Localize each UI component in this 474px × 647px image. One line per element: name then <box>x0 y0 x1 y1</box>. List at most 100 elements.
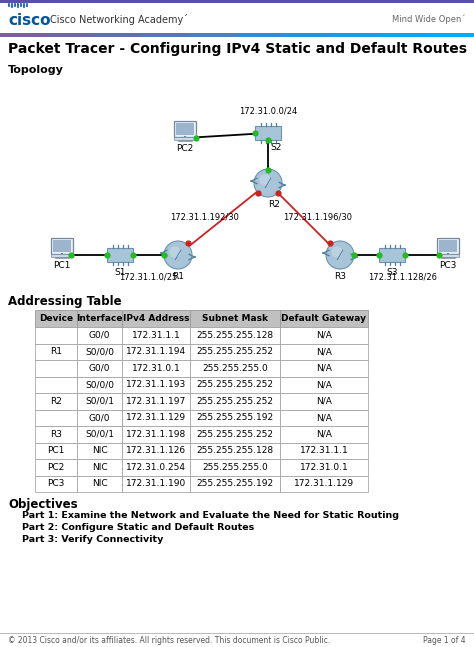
Bar <box>35 393 77 410</box>
Bar <box>122 426 190 443</box>
Text: R1: R1 <box>50 347 62 356</box>
Text: Cisco Networking Academy´: Cisco Networking Academy´ <box>50 14 188 25</box>
Text: PC1: PC1 <box>53 261 71 270</box>
Bar <box>122 410 190 426</box>
Bar <box>77 310 122 327</box>
Bar <box>77 476 122 492</box>
Text: Device: Device <box>39 314 73 323</box>
Bar <box>332 33 380 37</box>
Bar <box>255 126 281 140</box>
Text: 255.255.255.252: 255.255.255.252 <box>197 347 273 356</box>
Text: cisco: cisco <box>8 13 51 28</box>
Text: 172.31.1.198: 172.31.1.198 <box>126 430 186 439</box>
Text: R3: R3 <box>50 430 62 439</box>
Text: IPv4 Address: IPv4 Address <box>123 314 189 323</box>
Bar <box>122 344 190 360</box>
Text: 255.255.255.252: 255.255.255.252 <box>197 380 273 389</box>
Bar <box>437 238 459 254</box>
Bar <box>190 459 280 476</box>
Text: Topology: Topology <box>8 65 64 75</box>
Bar <box>122 476 190 492</box>
Bar <box>77 426 122 443</box>
Bar <box>176 123 194 135</box>
Text: Part 1: Examine the Network and Evaluate the Need for Static Routing: Part 1: Examine the Network and Evaluate… <box>22 511 399 520</box>
Circle shape <box>169 247 181 258</box>
Text: 172.31.1.194: 172.31.1.194 <box>126 347 186 356</box>
Bar <box>190 344 280 360</box>
Bar <box>95 33 143 37</box>
Bar <box>122 360 190 377</box>
Text: N/A: N/A <box>316 397 332 406</box>
Text: NIC: NIC <box>91 446 107 455</box>
Text: Addressing Table: Addressing Table <box>8 295 122 308</box>
Bar <box>77 360 122 377</box>
Bar <box>284 33 333 37</box>
Text: 255.255.255.252: 255.255.255.252 <box>197 397 273 406</box>
Text: 172.31.1.129: 172.31.1.129 <box>126 413 186 422</box>
Bar <box>122 310 190 327</box>
Text: NIC: NIC <box>91 463 107 472</box>
Bar <box>122 377 190 393</box>
Bar <box>190 33 238 37</box>
Text: PC3: PC3 <box>47 479 64 488</box>
Text: 255.255.255.128: 255.255.255.128 <box>196 446 273 455</box>
Bar <box>35 459 77 476</box>
Text: S0/0/0: S0/0/0 <box>85 380 114 389</box>
Text: N/A: N/A <box>316 331 332 340</box>
Bar <box>77 393 122 410</box>
Bar <box>379 248 405 262</box>
Bar <box>237 33 285 37</box>
Bar <box>174 137 196 140</box>
Bar <box>77 459 122 476</box>
Bar <box>190 393 280 410</box>
Text: 172.31.1.1: 172.31.1.1 <box>300 446 348 455</box>
Text: 172.31.1.128/26: 172.31.1.128/26 <box>368 272 438 281</box>
Bar <box>237 33 474 37</box>
Bar <box>0 0 474 3</box>
Text: 255.255.255.192: 255.255.255.192 <box>196 479 273 488</box>
Bar <box>280 310 368 327</box>
Bar <box>280 443 368 459</box>
Circle shape <box>259 175 271 186</box>
Text: G0/0: G0/0 <box>89 364 110 373</box>
Text: Packet Tracer - Configuring IPv4 Static and Default Routes: Packet Tracer - Configuring IPv4 Static … <box>8 42 467 56</box>
Bar <box>379 33 428 37</box>
Text: Default Gateway: Default Gateway <box>282 314 366 323</box>
Text: PC3: PC3 <box>439 261 456 270</box>
Text: 255.255.255.192: 255.255.255.192 <box>196 413 273 422</box>
Text: N/A: N/A <box>316 380 332 389</box>
Circle shape <box>254 169 282 197</box>
Bar <box>280 393 368 410</box>
Text: N/A: N/A <box>316 430 332 439</box>
Text: 172.31.1.129: 172.31.1.129 <box>294 479 354 488</box>
Bar <box>122 393 190 410</box>
Bar <box>190 410 280 426</box>
Text: 255.255.255.128: 255.255.255.128 <box>196 331 273 340</box>
Text: N/A: N/A <box>316 364 332 373</box>
Text: S0/0/1: S0/0/1 <box>85 430 114 439</box>
Bar <box>190 443 280 459</box>
Text: 172.31.1.196/30: 172.31.1.196/30 <box>283 213 353 222</box>
Bar <box>77 410 122 426</box>
Text: 172.31.1.126: 172.31.1.126 <box>126 446 186 455</box>
Text: 255.255.255.252: 255.255.255.252 <box>197 430 273 439</box>
Bar <box>35 360 77 377</box>
Bar <box>280 426 368 443</box>
Text: G0/0: G0/0 <box>89 413 110 422</box>
Text: Mind Wide Open´: Mind Wide Open´ <box>392 14 466 23</box>
Text: S3: S3 <box>386 268 398 277</box>
Bar <box>280 344 368 360</box>
Bar <box>47 33 96 37</box>
Text: Objectives: Objectives <box>8 498 78 511</box>
Bar <box>35 310 77 327</box>
Text: 172.31.1.192/30: 172.31.1.192/30 <box>171 213 239 222</box>
Bar <box>77 344 122 360</box>
Text: R1: R1 <box>172 272 184 281</box>
Bar <box>0 633 474 634</box>
Bar <box>35 426 77 443</box>
Bar <box>0 33 48 37</box>
Text: Part 3: Verify Connectivity: Part 3: Verify Connectivity <box>22 535 164 544</box>
Circle shape <box>164 241 192 269</box>
Text: 255.255.255.0: 255.255.255.0 <box>202 364 268 373</box>
Text: N/A: N/A <box>316 413 332 422</box>
